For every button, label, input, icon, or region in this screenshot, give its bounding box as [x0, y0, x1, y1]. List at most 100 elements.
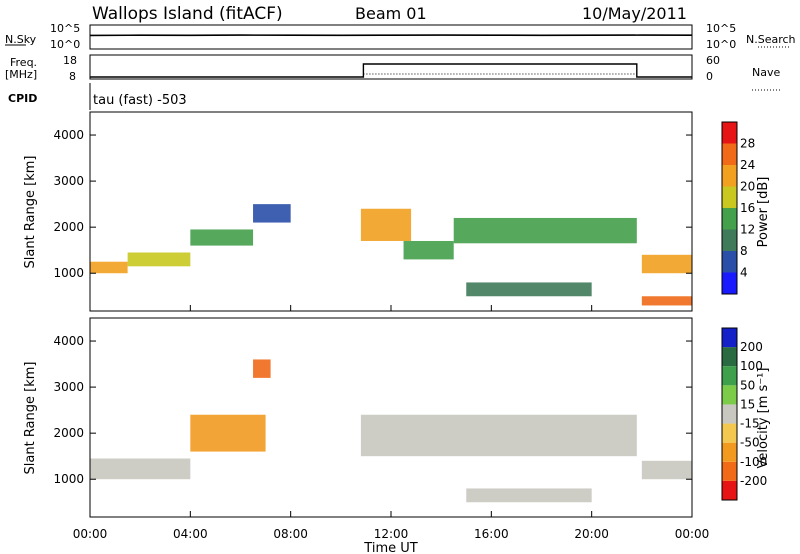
nsky-tick-top: 10^5	[50, 22, 80, 35]
nsky-strip-frame	[89, 24, 693, 50]
velocity-colorbar-label: Velocity [m s⁻¹]	[756, 368, 771, 469]
velocity-ytick-label-3: 4000	[53, 334, 84, 348]
nave-label: Nave	[752, 66, 780, 79]
power-ytick-label-2: 3000	[53, 174, 84, 188]
freq-tick-bottom: 8	[69, 70, 76, 83]
beam-label: Beam 01	[355, 4, 427, 23]
velocity-band-1	[190, 414, 266, 452]
power-band-2	[190, 229, 254, 246]
velocity-band-0	[90, 458, 191, 480]
xtick-label-3: 12:00	[374, 527, 409, 541]
power-colorbar-tick-2: 12	[740, 223, 755, 237]
velocity-swatch-6	[722, 366, 737, 386]
nsky-label: N.Sky	[5, 33, 37, 46]
power-ytick-label-1: 2000	[53, 220, 84, 234]
velocity-colorbar-tick-2: 50	[740, 378, 755, 392]
freq-strip-frame	[89, 54, 693, 80]
power-colorbar-tick-3: 16	[740, 201, 755, 215]
velocity-band-4	[466, 488, 592, 503]
nave-tick-top: 60	[706, 54, 720, 67]
xtick-label-0: 00:00	[73, 527, 108, 541]
station-title: Wallops Island (fitACF)	[92, 4, 283, 24]
power-swatch-0	[722, 272, 737, 294]
power-band-3	[253, 204, 291, 223]
velocity-colorbar-tick-5: -50	[740, 436, 760, 450]
power-swatch-4	[722, 186, 737, 208]
power-colorbar-frame	[721, 121, 738, 295]
velocity-colorbar-tick-4: -15	[740, 417, 760, 431]
xtick-label-1: 04:00	[173, 527, 208, 541]
velocity-ylabel: Slant Range [km]	[23, 362, 38, 475]
freq-label-line1: Freq.	[10, 56, 37, 69]
freq-tick-top: 18	[63, 54, 77, 67]
power-swatch-3	[722, 208, 737, 230]
velocity-ytick-label-0: 1000	[53, 472, 84, 486]
power-swatch-1	[722, 251, 737, 273]
power-band-4	[360, 208, 412, 241]
power-colorbar-tick-4: 20	[740, 180, 755, 194]
velocity-colorbar-tick-3: 15	[740, 397, 755, 411]
power-band-1	[127, 252, 191, 267]
power-swatch-5	[722, 165, 737, 187]
velocity-band-5	[641, 460, 692, 480]
xtick-label-4: 16:00	[474, 527, 509, 541]
velocity-colorbar-tick-1: 100	[740, 359, 763, 373]
xtick-label-2: 08:00	[273, 527, 308, 541]
velocity-ytick-label-1: 2000	[53, 426, 84, 440]
xlabel: Time UT	[363, 541, 417, 554]
power-band-6	[453, 217, 637, 244]
velocity-band-3	[360, 414, 637, 457]
velocity-colorbar: 200 100 50 15 -15 -50 -100 -200	[721, 327, 767, 501]
velocity-colorbar-tick-6: -100	[740, 455, 767, 469]
date-label: 10/May/2011	[582, 4, 687, 23]
velocity-swatch-5	[722, 385, 737, 405]
velocity-swatch-8	[722, 328, 737, 348]
nsearch-tick-top: 10^5	[706, 22, 736, 35]
power-band-0	[90, 261, 128, 274]
nsearch-tick-bottom: 10^0	[706, 38, 736, 51]
power-colorbar-tick-5: 24	[740, 158, 755, 172]
power-band-7	[466, 282, 592, 297]
velocity-swatch-0	[722, 480, 737, 500]
power-swatch-2	[722, 229, 737, 251]
power-swatch-7	[722, 122, 737, 144]
cpid-value: tau (fast) -503	[93, 93, 187, 108]
power-ytick-label-0: 1000	[53, 266, 84, 280]
power-colorbar-tick-6: 28	[740, 137, 755, 151]
power-band-5	[403, 240, 454, 260]
power-colorbar-tick-0: 4	[740, 266, 748, 280]
xtick-label-6: 00:00	[675, 527, 710, 541]
velocity-y-ticks: 1000 2000 3000 4000	[53, 334, 692, 486]
power-band-9	[641, 296, 692, 306]
freq-label-line2: [MHz]	[5, 68, 37, 81]
velocity-swatch-2	[722, 442, 737, 462]
xtick-label-5: 20:00	[574, 527, 609, 541]
freq-series	[90, 63, 692, 78]
power-y-ticks: 1000 2000 3000 4000	[53, 128, 692, 280]
velocity-swatch-1	[722, 461, 737, 481]
nave-tick-bottom: 0	[706, 70, 713, 83]
nsearch-label: N.Search	[746, 33, 796, 46]
power-swatch-6	[722, 143, 737, 165]
velocity-colorbar-tick-7: -200	[740, 474, 767, 488]
velocity-colorbar-frame	[721, 327, 738, 501]
power-colorbar-label: Power [dB]	[756, 177, 771, 248]
power-ytick-label-3: 4000	[53, 128, 84, 142]
velocity-heatmap	[90, 359, 692, 503]
power-colorbar-tick-1: 8	[740, 244, 748, 258]
velocity-swatch-4	[722, 404, 737, 424]
velocity-band-2	[253, 359, 271, 378]
power-colorbar: 4 8 12 16 20 24 28	[721, 121, 755, 295]
nsky-tick-bottom: 10^0	[50, 38, 80, 51]
power-heatmap	[90, 204, 692, 306]
velocity-swatch-7	[722, 347, 737, 367]
power-band-8	[641, 254, 692, 274]
time-x-ticks: 00:00 04:00 08:00 12:00 16:00 20:00 00:00	[73, 305, 710, 541]
velocity-ytick-label-2: 3000	[53, 380, 84, 394]
cpid-label: CPID	[8, 92, 37, 105]
power-ylabel: Slant Range [km]	[23, 156, 38, 269]
velocity-colorbar-tick-0: 200	[740, 340, 763, 354]
velocity-swatch-3	[722, 423, 737, 443]
